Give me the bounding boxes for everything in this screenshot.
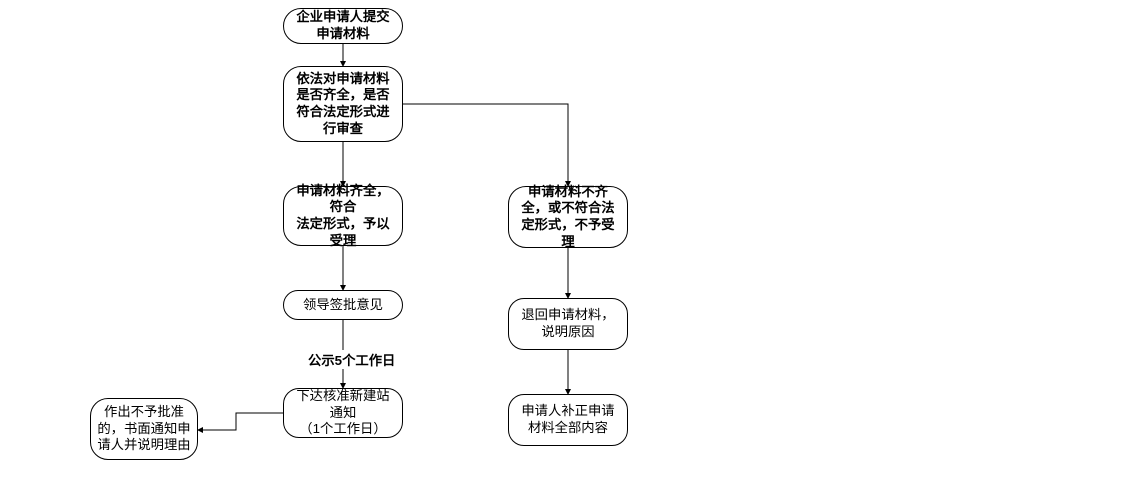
node-n7: 申请材料不齐全，或不符合法定形式，不予受理 <box>508 186 628 248</box>
edge-n2-n7 <box>403 104 568 186</box>
node-n8: 退回申请材料，说明原因 <box>508 298 628 350</box>
edge-n5-n6 <box>198 413 283 430</box>
node-label: 企业申请人提交申请材料 <box>284 5 402 46</box>
node-label: 退回申请材料，说明原因 <box>515 303 620 344</box>
edge-label-l1: 公示5个工作日 <box>306 350 397 369</box>
node-label: 依法对申请材料是否齐全，是否符合法定形式进行审查 <box>284 67 402 142</box>
node-n3: 申请材料齐全，符合法定形式，予以受理 <box>283 186 403 246</box>
node-label: 申请材料齐全，符合法定形式，予以受理 <box>284 179 402 254</box>
node-label: 申请材料不齐全，或不符合法定形式，不予受理 <box>509 180 627 255</box>
node-n1: 企业申请人提交申请材料 <box>283 8 403 44</box>
node-label: 领导签批意见 <box>297 293 389 318</box>
node-label: 下达核准新建站通知（1个工作日） <box>284 384 402 442</box>
node-n6: 作出不予批准的，书面通知申请人并说明理由 <box>90 398 198 460</box>
node-label: 作出不予批准的，书面通知申请人并说明理由 <box>91 400 197 458</box>
flowchart-canvas: 企业申请人提交申请材料依法对申请材料是否齐全，是否符合法定形式进行审查申请材料齐… <box>0 0 1130 500</box>
node-n2: 依法对申请材料是否齐全，是否符合法定形式进行审查 <box>283 66 403 142</box>
node-n9: 申请人补正申请材料全部内容 <box>508 394 628 446</box>
node-n4: 领导签批意见 <box>283 290 403 320</box>
node-n5: 下达核准新建站通知（1个工作日） <box>283 388 403 438</box>
node-label: 申请人补正申请材料全部内容 <box>515 399 620 440</box>
